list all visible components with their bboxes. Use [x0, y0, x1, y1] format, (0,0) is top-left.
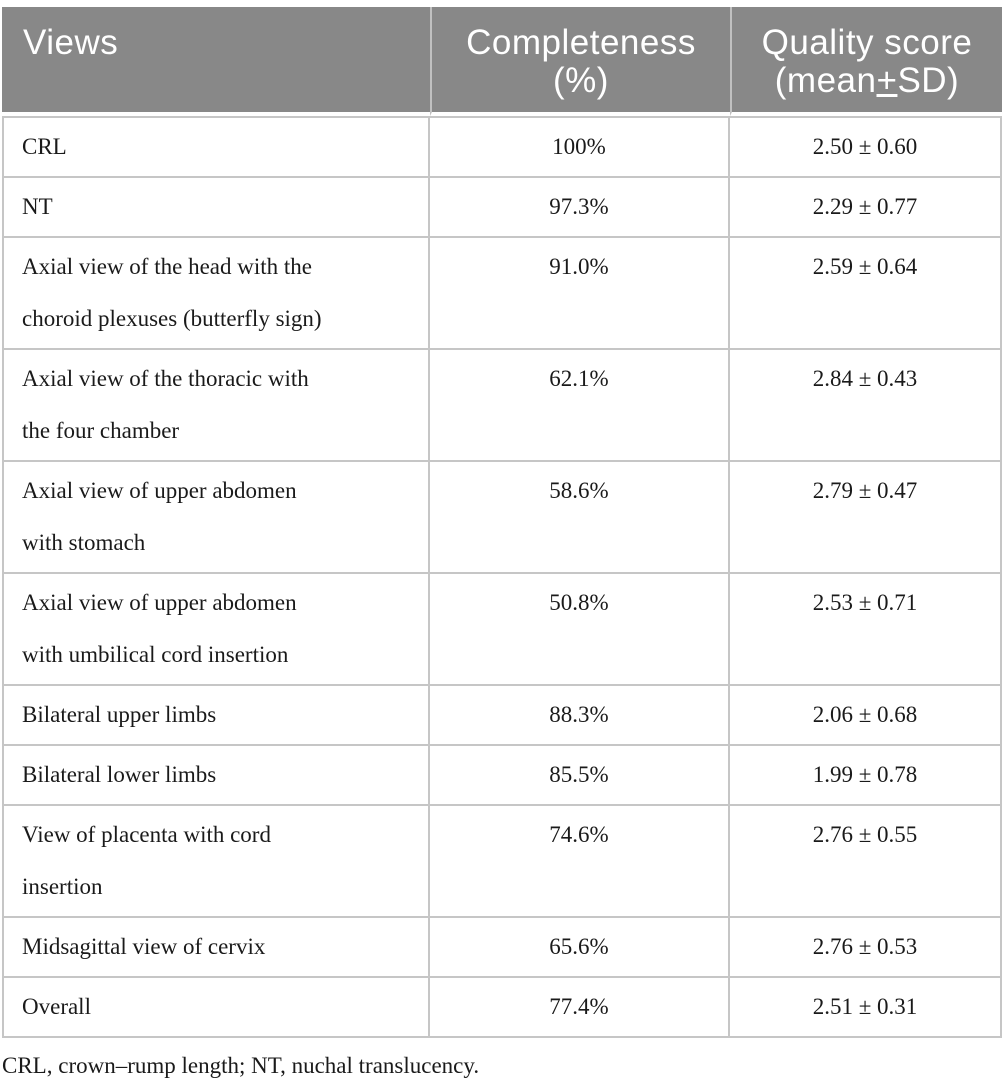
table-row: View of placenta with cord insertion 74.… — [2, 806, 1002, 918]
table-row: NT 97.3% 2.29 ± 0.77 — [2, 178, 1002, 238]
completeness-cell: 100% — [430, 116, 730, 178]
header-completeness-line2: (%) — [553, 61, 609, 100]
header-quality-line1: Quality score — [761, 23, 973, 62]
table-row: Axial view of the head with the choroid … — [2, 238, 1002, 350]
header-cell-completeness: Completeness (%) — [430, 7, 730, 116]
completeness-cell: 58.6% — [430, 462, 730, 574]
table-header: Views Completeness (%) Quality score (me… — [2, 7, 1002, 116]
table-row: Midsagittal view of cervix 65.6% 2.76 ± … — [2, 918, 1002, 978]
quality-cell: 2.06 ± 0.68 — [730, 686, 1002, 746]
quality-cell: 2.76 ± 0.55 — [730, 806, 1002, 918]
table-row: Bilateral lower limbs 85.5% 1.99 ± 0.78 — [2, 746, 1002, 806]
completeness-cell: 88.3% — [430, 686, 730, 746]
table-row: CRL 100% 2.50 ± 0.60 — [2, 116, 1002, 178]
view-name-cell: Axial view of upper abdomen with stomach — [2, 462, 430, 574]
header-cell-quality: Quality score (mean+SD) — [730, 7, 1002, 116]
table-row: Axial view of upper abdomen with stomach… — [2, 462, 1002, 574]
plus-minus-symbol: + — [876, 61, 898, 100]
completeness-cell: 97.3% — [430, 178, 730, 238]
view-name-cell: View of placenta with cord insertion — [2, 806, 430, 918]
header-views-label: Views — [23, 23, 119, 62]
view-name-cell: NT — [2, 178, 430, 238]
table-row: Overall 77.4% 2.51 ± 0.31 — [2, 978, 1002, 1038]
completeness-cell: 62.1% — [430, 350, 730, 462]
view-name-cell: Midsagittal view of cervix — [2, 918, 430, 978]
quality-cell: 2.53 ± 0.71 — [730, 574, 1002, 686]
table-row: Bilateral upper limbs 88.3% 2.06 ± 0.68 — [2, 686, 1002, 746]
view-name-cell: CRL — [2, 116, 430, 178]
quality-cell: 2.51 ± 0.31 — [730, 978, 1002, 1038]
quality-cell: 2.84 ± 0.43 — [730, 350, 1002, 462]
table-row: Axial view of the thoracic with the four… — [2, 350, 1002, 462]
table-footnote: CRL, crown–rump length; NT, nuchal trans… — [2, 1053, 480, 1078]
header-completeness-line1: Completeness — [466, 23, 696, 62]
view-name-cell: Axial view of the thoracic with the four… — [2, 350, 430, 462]
completeness-cell: 65.6% — [430, 918, 730, 978]
quality-cell: 2.76 ± 0.53 — [730, 918, 1002, 978]
quality-cell: 2.59 ± 0.64 — [730, 238, 1002, 350]
quality-cell: 2.79 ± 0.47 — [730, 462, 1002, 574]
completeness-cell: 85.5% — [430, 746, 730, 806]
completeness-cell: 50.8% — [430, 574, 730, 686]
view-name-cell: Bilateral upper limbs — [2, 686, 430, 746]
header-cell-views: Views — [2, 7, 430, 116]
header-quality-line2: (mean+SD) — [774, 61, 960, 100]
completeness-cell: 74.6% — [430, 806, 730, 918]
quality-cell: 2.50 ± 0.60 — [730, 116, 1002, 178]
view-name-cell: Axial view of upper abdomen with umbilic… — [2, 574, 430, 686]
quality-cell: 2.29 ± 0.77 — [730, 178, 1002, 238]
quality-cell: 1.99 ± 0.78 — [730, 746, 1002, 806]
completeness-cell: 91.0% — [430, 238, 730, 350]
view-name-cell: Bilateral lower limbs — [2, 746, 430, 806]
table-body: CRL 100% 2.50 ± 0.60 NT 97.3% 2.29 ± 0.7… — [2, 116, 1002, 1038]
view-name-cell: Axial view of the head with the choroid … — [2, 238, 430, 350]
table-row: Axial view of upper abdomen with umbilic… — [2, 574, 1002, 686]
view-name-cell: Overall — [2, 978, 430, 1038]
views-quality-table: Views Completeness (%) Quality score (me… — [2, 7, 1002, 1038]
completeness-cell: 77.4% — [430, 978, 730, 1038]
header-row: Views Completeness (%) Quality score (me… — [2, 7, 1002, 116]
